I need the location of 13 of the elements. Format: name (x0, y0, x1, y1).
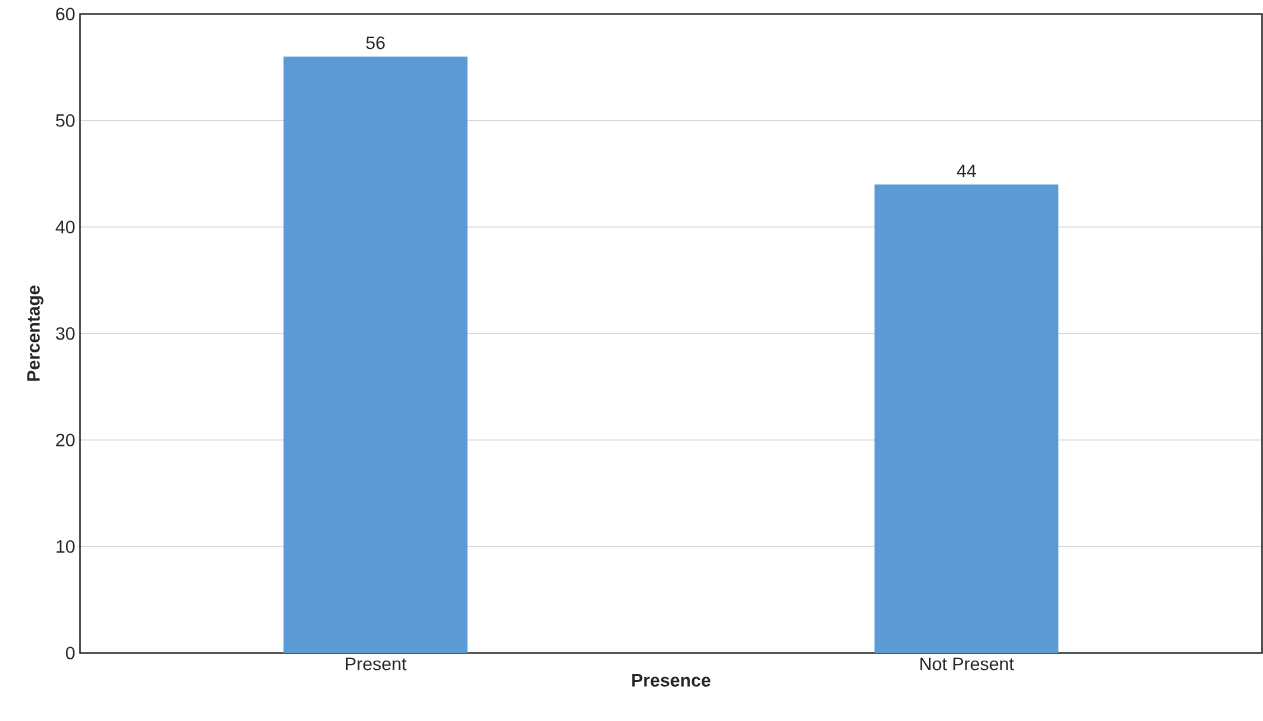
y-tick-label: 40 (55, 220, 75, 234)
x-axis-title: Presence (632, 674, 711, 687)
x-tick-label: Present (345, 657, 407, 671)
y-tick-label: 60 (56, 7, 75, 21)
y-tick-label: 10 (56, 540, 75, 553)
y-tick-label: 30 (55, 327, 75, 340)
x-tick-label: Not Present (920, 657, 1014, 671)
y-tick-label: 50 (55, 114, 75, 127)
data-label: 44 (956, 164, 976, 178)
y-tick-label: 20 (56, 433, 75, 447)
y-axis-title: Percentage (27, 285, 44, 381)
data-label: 56 (366, 36, 385, 50)
y-tick-label: 0 (65, 646, 75, 660)
